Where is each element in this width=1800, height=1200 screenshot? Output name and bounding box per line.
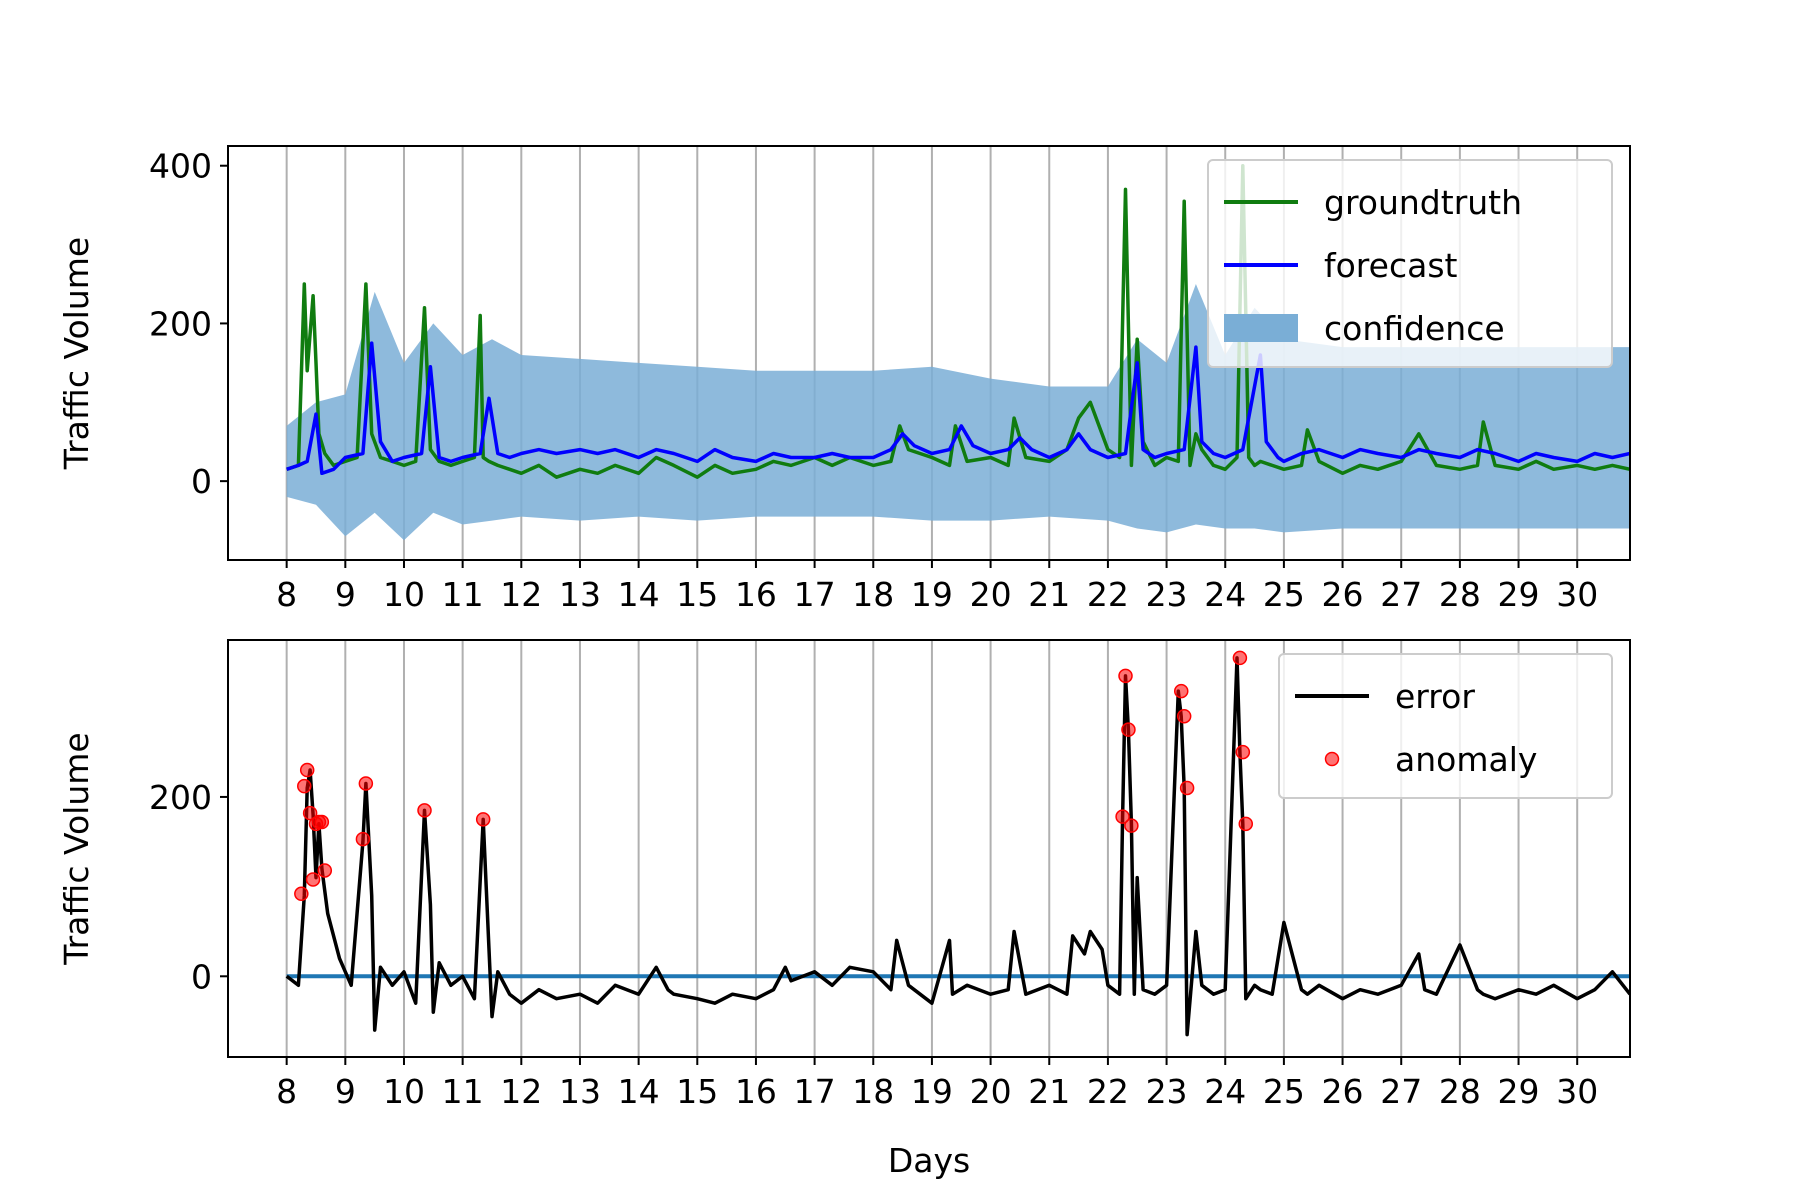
y-ticks-top: 0 200 400 [149, 147, 228, 501]
x-tick-label: 19 [911, 575, 953, 614]
x-tick-label: 17 [794, 575, 836, 614]
x-tick-label: 16 [735, 1072, 777, 1111]
axes-frame-top [227, 145, 1631, 561]
anomaly-point [1115, 809, 1130, 824]
x-tick-label: 14 [618, 1072, 660, 1111]
groundtruth-legend-label: groundtruth [1324, 183, 1522, 222]
axes-frame-bottom [227, 639, 1631, 1058]
x-tick-label: 23 [1146, 575, 1188, 614]
x-tick-label: 11 [442, 575, 484, 614]
x-tick-label: 18 [852, 1072, 894, 1111]
anomaly-point [355, 831, 371, 847]
x-ticks-top: 8 9 10 11 12 13 14 15 16 17 18 19 20 21 22 23 24 25 26 27 28… [276, 560, 1598, 614]
forecast-panel: 8 9 10 11 12 13 14 15 16 17 18 19 20 21 22 23 24 25 26 27 28… [57, 145, 1631, 614]
anomaly-point [299, 762, 315, 778]
x-tick-label: 23 [1146, 1072, 1188, 1111]
anomaly-point [314, 814, 330, 830]
x-tick-label: 17 [794, 1072, 836, 1111]
x-tick-label: 27 [1380, 1072, 1422, 1111]
anomaly-point [302, 805, 318, 821]
x-tick-label: 12 [500, 575, 542, 614]
x-tick-label: 29 [1498, 575, 1540, 614]
x-axis-label-bottom: Days [888, 1141, 970, 1180]
anomaly-point [358, 776, 374, 791]
x-tick-label: 21 [1028, 1072, 1070, 1111]
x-tick-label: 20 [970, 1072, 1012, 1111]
x-tick-label: 10 [383, 1072, 425, 1111]
legend-top: groundtruth forecast confidence [1207, 159, 1613, 368]
x-tick-label: 8 [276, 1072, 297, 1111]
legend-bottom: error anomaly [1278, 653, 1613, 799]
anomaly-point [1176, 708, 1192, 724]
anomaly-point [475, 812, 491, 827]
x-tick-label: 26 [1322, 1072, 1364, 1111]
x-tick-label: 24 [1204, 575, 1246, 614]
x-tick-label: 25 [1263, 575, 1305, 614]
plot-area-bottom [285, 650, 1630, 1037]
anomaly-point [1124, 818, 1139, 833]
anomaly-point [1179, 780, 1195, 796]
x-tick-label: 25 [1263, 1072, 1305, 1111]
anomaly-point [1121, 722, 1136, 737]
x-tick-label: 22 [1087, 1072, 1129, 1111]
x-tick-label: 26 [1322, 575, 1364, 614]
y-axis-label-top: Traffic Volume [57, 237, 96, 470]
anomaly-legend-label: anomaly [1395, 740, 1537, 779]
x-tick-label: 29 [1498, 1072, 1540, 1111]
anomaly-point [317, 863, 333, 878]
anomaly-point [1232, 650, 1248, 666]
x-tick-label: 28 [1439, 575, 1481, 614]
x-tick-label: 22 [1087, 575, 1129, 614]
forecast-legend-label: forecast [1324, 246, 1458, 285]
y-tick-label: 400 [149, 147, 212, 186]
error-line [285, 656, 1630, 1037]
x-tick-label: 8 [276, 575, 297, 614]
x-tick-label: 12 [500, 1072, 542, 1111]
x-tick-label: 15 [676, 575, 718, 614]
anomaly-point [1238, 816, 1254, 832]
legend-box [1278, 653, 1613, 799]
x-tick-label: 9 [335, 575, 356, 614]
x-tick-label: 15 [676, 1072, 718, 1111]
x-tick-label: 14 [618, 575, 660, 614]
x-tick-label: 24 [1204, 1072, 1246, 1111]
y-tick-label: 0 [191, 462, 212, 501]
x-tick-label: 16 [735, 575, 777, 614]
series-group [285, 650, 1630, 1037]
x-tick-label: 11 [442, 1072, 484, 1111]
x-tick-label: 30 [1556, 575, 1598, 614]
x-tick-label: 19 [911, 1072, 953, 1111]
error-panel: 8 9 10 11 12 13 14 15 16 17 18 19 20 21 22 23 24 25 26 27 28… [57, 639, 1631, 1180]
x-tick-label: 28 [1439, 1072, 1481, 1111]
legend-box [1207, 159, 1613, 368]
x-tick-label: 21 [1028, 575, 1070, 614]
anomaly-point [305, 872, 321, 887]
x-tick-label: 13 [559, 1072, 601, 1111]
anomaly-point [294, 886, 309, 902]
anomaly-legend-swatch [1324, 751, 1340, 767]
y-tick-label: 200 [149, 304, 212, 343]
anomaly-point [1235, 744, 1251, 760]
anomaly-point [1118, 668, 1133, 684]
x-tick-label: 13 [559, 575, 601, 614]
x-tick-label: 30 [1556, 1072, 1598, 1111]
y-ticks-bottom: 0 200 [149, 778, 228, 996]
y-tick-label: 0 [191, 957, 212, 996]
x-tick-label: 10 [383, 575, 425, 614]
forecast-line [286, 341, 1630, 476]
confidence-legend-label: confidence [1324, 309, 1505, 348]
x-ticks-bottom: 8 9 10 11 12 13 14 15 16 17 18 19 20 21 22 23 24 25 26 27 28… [276, 1057, 1598, 1111]
anomaly-point [417, 803, 432, 818]
x-tick-label: 18 [852, 575, 894, 614]
y-tick-label: 200 [149, 778, 212, 817]
x-tick-label: 20 [970, 575, 1012, 614]
y-axis-label-bottom: Traffic Volume [57, 732, 96, 965]
confidence-legend-swatch [1224, 314, 1298, 342]
x-tick-label: 27 [1380, 575, 1422, 614]
anomaly-point [297, 778, 312, 794]
anomaly-point [1173, 683, 1189, 699]
x-tick-label: 9 [335, 1072, 356, 1111]
error-legend-label: error [1395, 677, 1475, 716]
